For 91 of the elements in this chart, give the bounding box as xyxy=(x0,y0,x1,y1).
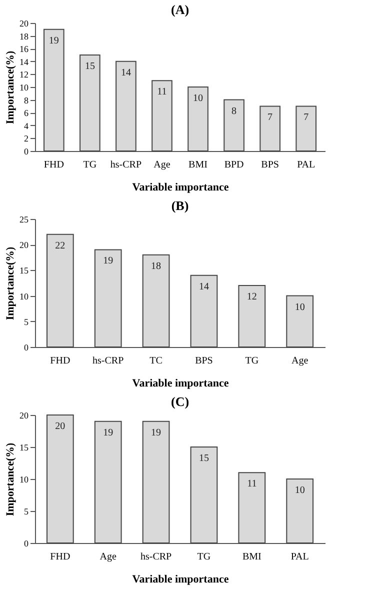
data-label: 10 xyxy=(294,302,305,313)
x-tick-label: TG xyxy=(245,356,259,366)
y-tick-label: 12 xyxy=(20,70,28,80)
y-axis-title: Importance(%) xyxy=(4,50,16,124)
bar xyxy=(286,295,314,348)
chart-title: (C) xyxy=(170,394,190,409)
y-tick-label: 6 xyxy=(24,108,29,118)
x-tick-label: hs-CRP xyxy=(140,552,172,562)
data-label: 18 xyxy=(151,260,162,272)
y-tick-label: 14 xyxy=(20,56,29,67)
chart-title: (A) xyxy=(170,2,190,17)
data-label: 14 xyxy=(198,281,209,292)
data-label: 19 xyxy=(103,256,114,267)
y-tick-label: 10 xyxy=(20,474,29,484)
data-label: 20 xyxy=(55,421,66,432)
x-tick-label: BMI xyxy=(188,160,208,170)
x-tick-label: TG xyxy=(83,160,97,170)
y-tick-label: 15 xyxy=(20,266,29,276)
chart-title: (B) xyxy=(171,198,189,213)
data-label: 8 xyxy=(232,106,237,117)
x-tick-label: PAL xyxy=(290,552,309,562)
data-label: 10 xyxy=(294,485,305,496)
y-tick-label: 18 xyxy=(20,31,29,42)
bar xyxy=(94,249,122,348)
y-tick-label: 20 xyxy=(20,410,29,420)
bar xyxy=(286,478,314,544)
x-tick-label: BMI xyxy=(242,552,262,562)
bar xyxy=(46,234,74,348)
data-label: 11 xyxy=(157,86,167,98)
y-tick-label: 5 xyxy=(24,316,29,327)
x-tick-label: BPS xyxy=(261,160,279,170)
x-tick-label: PAL xyxy=(297,160,316,170)
y-tick-label: 15 xyxy=(20,442,29,452)
y-tick-label: 20 xyxy=(20,18,29,28)
x-axis-title: Variable importance xyxy=(132,182,229,194)
bar xyxy=(152,80,172,152)
data-label: 22 xyxy=(55,240,66,252)
data-label: 7 xyxy=(304,112,309,124)
x-tick-label: hs-CRP xyxy=(92,356,124,366)
data-label: 14 xyxy=(120,67,131,78)
bar xyxy=(80,54,100,152)
y-tick-label: 25 xyxy=(20,214,29,224)
bar xyxy=(296,106,316,152)
data-label: 15 xyxy=(198,453,209,464)
y-tick-label: 8 xyxy=(24,95,29,106)
bar xyxy=(46,414,74,544)
data-label: 19 xyxy=(48,35,59,46)
y-axis-title: Importance(%) xyxy=(4,246,16,320)
y-tick-label: 10 xyxy=(20,291,29,302)
data-label: 10 xyxy=(193,93,204,104)
data-label: 19 xyxy=(103,427,114,438)
y-tick-label: 16 xyxy=(20,44,29,54)
bar xyxy=(238,285,266,348)
bar xyxy=(188,86,208,152)
x-tick-label: FHD xyxy=(44,160,64,170)
x-tick-label: Age xyxy=(100,552,117,562)
x-tick-label: BPD xyxy=(224,160,244,170)
x-tick-label: FHD xyxy=(50,356,70,366)
x-axis-title: Variable importance xyxy=(132,574,229,586)
x-tick-label: FHD xyxy=(50,552,70,562)
x-tick-label: hs-CRP xyxy=(110,160,142,170)
x-tick-label: Age xyxy=(154,160,171,170)
bar xyxy=(224,99,244,152)
y-tick-label: 20 xyxy=(20,240,29,250)
x-tick-label: BPS xyxy=(195,356,213,366)
y-tick-label: 10 xyxy=(20,82,29,92)
bar xyxy=(44,28,64,152)
x-axis-title: Variable importance xyxy=(132,378,229,390)
data-label: 19 xyxy=(151,427,162,438)
bar xyxy=(190,446,218,544)
data-label: 7 xyxy=(268,112,273,124)
y-tick-label: 0 xyxy=(24,538,29,548)
x-tick-label: TG xyxy=(197,552,211,562)
y-tick-label: 2 xyxy=(24,134,28,144)
data-label: 11 xyxy=(247,478,257,490)
bar xyxy=(260,106,280,152)
bar xyxy=(190,274,218,348)
y-tick-label: 0 xyxy=(24,342,29,352)
bar xyxy=(142,254,170,348)
bar xyxy=(238,472,266,544)
bar xyxy=(94,420,122,544)
y-tick-label: 4 xyxy=(24,120,29,131)
bar xyxy=(142,420,170,544)
x-tick-label: Age xyxy=(292,356,309,366)
x-tick-label: TC xyxy=(150,356,163,366)
data-label: 15 xyxy=(84,61,95,72)
y-tick-label: 5 xyxy=(24,506,29,516)
y-axis-title: Importance(%) xyxy=(4,442,16,516)
bar xyxy=(116,60,136,152)
y-tick-label: 0 xyxy=(24,146,29,156)
data-label: 12 xyxy=(246,292,257,303)
